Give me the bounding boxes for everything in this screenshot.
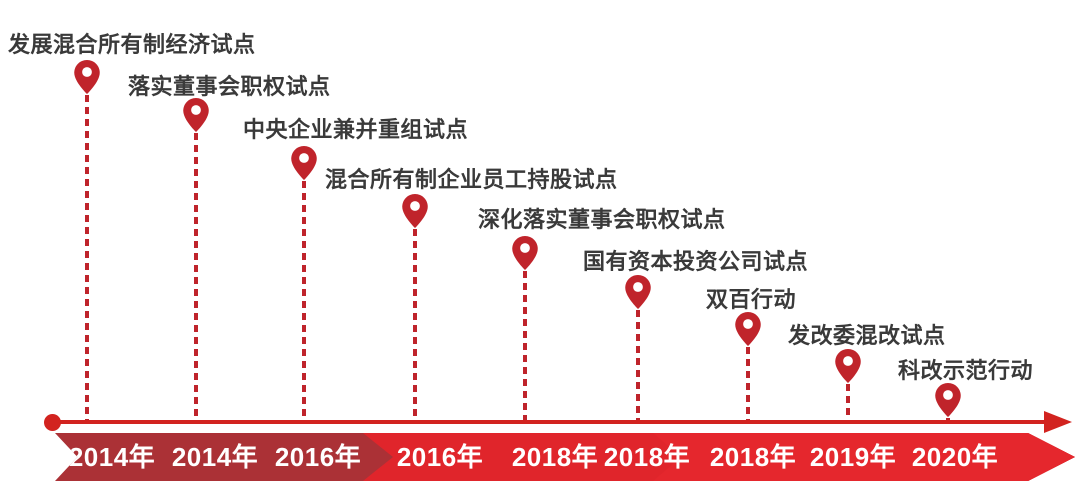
year-banner: 2014年 2014年 2016年 2016年 2018年 2018年 2018…	[55, 433, 1075, 481]
year-label: 2019年	[809, 442, 897, 472]
dashed-connector	[85, 95, 89, 420]
year-label: 2014年	[68, 442, 156, 472]
location-pin-icon	[183, 98, 209, 132]
location-pin-icon	[625, 275, 651, 309]
dashed-connector	[413, 229, 417, 420]
year-label: 2016年	[396, 442, 484, 472]
dashed-connector	[846, 384, 850, 420]
year-label: 2020年	[911, 442, 999, 472]
milestone-label: 落实董事会职权试点	[128, 74, 331, 99]
dashed-connector	[302, 181, 306, 420]
timeline-axis	[52, 420, 1046, 424]
year-label: 2018年	[709, 442, 797, 472]
year-label: 2018年	[511, 442, 599, 472]
arrow-right-icon	[1044, 411, 1072, 433]
location-pin-icon	[835, 349, 861, 383]
year-label: 2016年	[274, 442, 362, 472]
location-pin-icon	[291, 146, 317, 180]
year-label: 2014年	[171, 442, 259, 472]
year-label: 2018年	[603, 442, 691, 472]
location-pin-icon	[935, 383, 961, 417]
origin-dot-icon	[44, 414, 61, 431]
location-pin-icon	[74, 60, 100, 94]
milestone-label: 深化落实董事会职权试点	[478, 207, 726, 232]
location-pin-icon	[512, 236, 538, 270]
location-pin-icon	[402, 194, 428, 228]
dashed-connector	[636, 310, 640, 420]
dashed-connector	[746, 347, 750, 420]
milestone-label: 发改委混改试点	[788, 323, 946, 348]
location-pin-icon	[735, 312, 761, 346]
milestone-label: 国有资本投资公司试点	[583, 249, 809, 274]
dashed-connector	[194, 133, 198, 420]
milestone-label: 混合所有制企业员工持股试点	[325, 167, 618, 192]
milestone-label: 发展混合所有制经济试点	[8, 32, 256, 57]
milestone-label: 科改示范行动	[898, 358, 1034, 383]
dashed-connector	[523, 271, 527, 420]
milestone-label: 双百行动	[706, 287, 797, 312]
banner-segment-bright-2	[653, 433, 1075, 481]
milestone-label: 中央企业兼并重组试点	[243, 117, 469, 142]
